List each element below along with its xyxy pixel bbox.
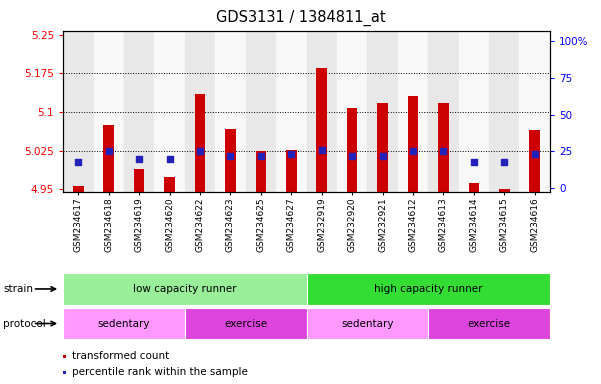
Bar bbox=[286, 150, 297, 192]
Text: exercise: exercise bbox=[224, 318, 267, 329]
Bar bbox=[73, 186, 84, 192]
Point bbox=[408, 149, 418, 155]
Point bbox=[347, 153, 357, 159]
Bar bbox=[307, 31, 337, 192]
Bar bbox=[367, 31, 398, 192]
Bar bbox=[215, 31, 246, 192]
Bar bbox=[398, 31, 429, 192]
Text: strain: strain bbox=[3, 284, 33, 294]
Bar bbox=[499, 189, 510, 192]
Bar bbox=[134, 169, 144, 192]
Point bbox=[256, 153, 266, 159]
Text: exercise: exercise bbox=[468, 318, 511, 329]
Text: high capacity runner: high capacity runner bbox=[374, 284, 483, 294]
Bar bbox=[185, 308, 307, 339]
Point bbox=[378, 153, 388, 159]
Point bbox=[287, 151, 296, 157]
Bar bbox=[63, 308, 185, 339]
Bar bbox=[438, 103, 449, 192]
Point bbox=[165, 156, 174, 162]
Text: sedentary: sedentary bbox=[98, 318, 150, 329]
Point bbox=[499, 159, 509, 165]
Text: GDS3131 / 1384811_at: GDS3131 / 1384811_at bbox=[216, 10, 385, 26]
Point bbox=[530, 151, 540, 157]
Bar bbox=[225, 129, 236, 192]
Bar bbox=[407, 96, 418, 192]
Bar bbox=[154, 31, 185, 192]
Point bbox=[469, 159, 478, 165]
Bar bbox=[103, 125, 114, 192]
Bar bbox=[307, 308, 429, 339]
Bar bbox=[63, 31, 94, 192]
Point bbox=[104, 149, 114, 155]
Text: sedentary: sedentary bbox=[341, 318, 394, 329]
Bar bbox=[519, 31, 550, 192]
Bar bbox=[164, 177, 175, 192]
Bar bbox=[307, 273, 550, 305]
Bar bbox=[489, 31, 519, 192]
Bar bbox=[276, 31, 307, 192]
Bar bbox=[469, 183, 479, 192]
Bar bbox=[347, 108, 358, 192]
Point bbox=[439, 149, 448, 155]
Point bbox=[73, 159, 83, 165]
Bar bbox=[337, 31, 367, 192]
Bar bbox=[246, 31, 276, 192]
Bar bbox=[529, 130, 540, 192]
Text: protocol: protocol bbox=[3, 318, 46, 329]
Bar bbox=[63, 273, 307, 305]
Bar bbox=[94, 31, 124, 192]
Bar bbox=[185, 31, 215, 192]
Bar bbox=[459, 31, 489, 192]
Text: low capacity runner: low capacity runner bbox=[133, 284, 237, 294]
Bar bbox=[377, 103, 388, 192]
Text: percentile rank within the sample: percentile rank within the sample bbox=[72, 367, 248, 377]
Bar bbox=[255, 151, 266, 192]
Point bbox=[317, 147, 326, 153]
Bar bbox=[429, 308, 550, 339]
Bar bbox=[428, 31, 459, 192]
Bar bbox=[195, 94, 206, 192]
Point bbox=[225, 153, 235, 159]
Bar bbox=[124, 31, 154, 192]
Text: transformed count: transformed count bbox=[72, 351, 169, 361]
Bar bbox=[316, 68, 327, 192]
Point bbox=[195, 149, 205, 155]
Point bbox=[135, 156, 144, 162]
